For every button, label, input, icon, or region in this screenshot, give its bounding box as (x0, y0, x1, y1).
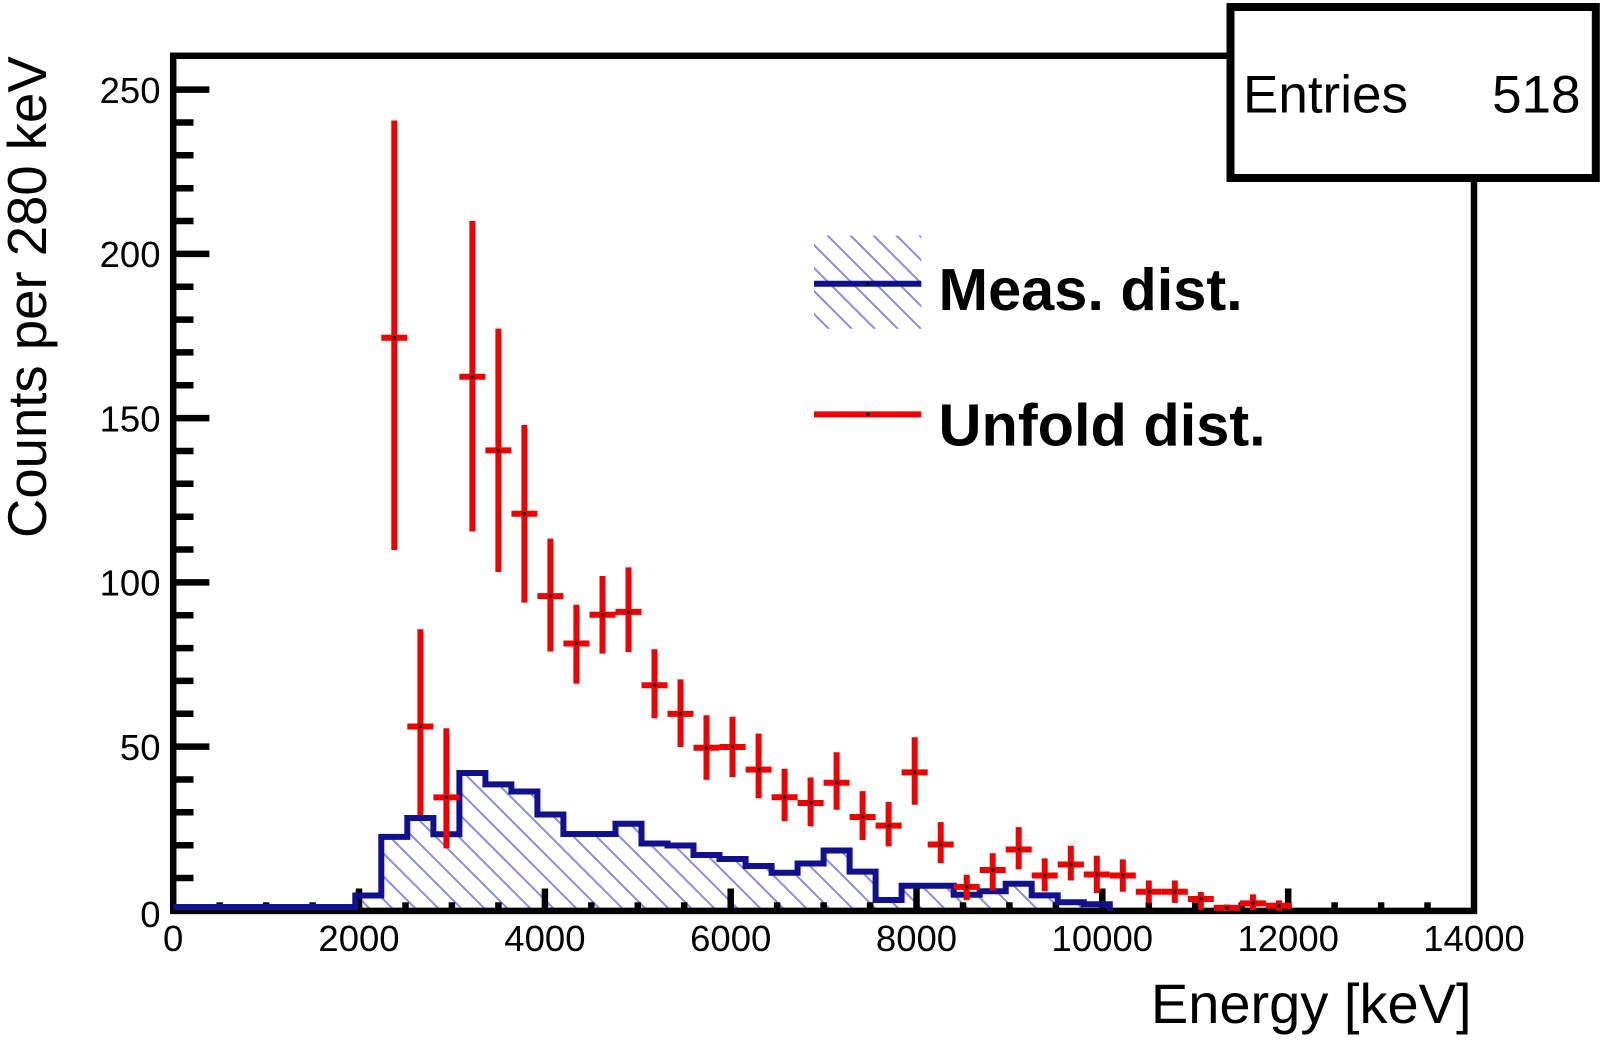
svg-text:6000: 6000 (690, 918, 771, 959)
svg-text:0: 0 (140, 894, 160, 935)
svg-text:518: 518 (1492, 66, 1580, 125)
svg-text:Entries: Entries (1243, 66, 1408, 125)
svg-text:10000: 10000 (1052, 918, 1154, 959)
svg-text:4000: 4000 (504, 918, 585, 959)
svg-text:14000: 14000 (1423, 918, 1525, 959)
svg-text:Unfold dist.: Unfold dist. (939, 391, 1266, 458)
svg-text:50: 50 (120, 727, 161, 768)
svg-text:Counts per 280 keV: Counts per 280 keV (0, 56, 58, 538)
svg-text:12000: 12000 (1237, 918, 1339, 959)
svg-text:100: 100 (100, 563, 161, 604)
svg-text:0: 0 (163, 918, 183, 959)
svg-text:8000: 8000 (876, 918, 957, 959)
svg-text:Energy [keV]: Energy [keV] (1151, 972, 1472, 1035)
svg-text:250: 250 (100, 70, 161, 111)
svg-text:Meas. dist.: Meas. dist. (939, 256, 1243, 323)
svg-text:200: 200 (100, 234, 161, 275)
svg-text:2000: 2000 (318, 918, 399, 959)
svg-text:150: 150 (100, 398, 161, 439)
